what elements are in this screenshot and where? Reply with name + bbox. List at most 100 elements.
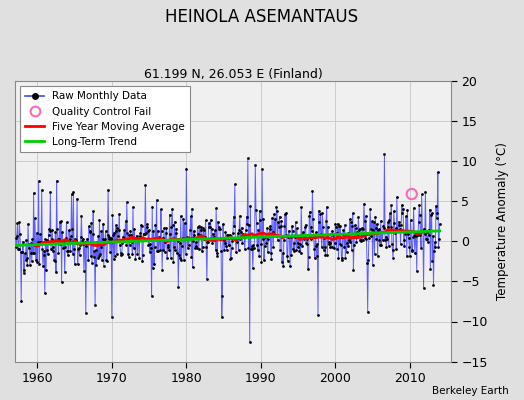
Point	[162, 224, 171, 231]
Point	[222, 243, 231, 250]
Point	[125, 231, 134, 238]
Point	[124, 254, 133, 260]
Point	[173, 238, 182, 244]
Point	[39, 252, 48, 258]
Point	[85, 229, 94, 235]
Point	[339, 230, 347, 237]
Point	[321, 252, 330, 258]
Point	[172, 230, 180, 237]
Point	[328, 228, 336, 234]
Point	[314, 312, 322, 318]
Point	[261, 234, 269, 240]
Point	[31, 215, 39, 221]
Point	[115, 211, 124, 218]
Point	[409, 234, 417, 240]
Point	[182, 166, 191, 172]
Point	[127, 231, 135, 238]
Point	[312, 243, 320, 249]
Point	[375, 226, 383, 233]
Point	[193, 244, 201, 251]
Point	[287, 252, 296, 258]
Point	[340, 244, 348, 250]
Point	[368, 218, 376, 224]
Point	[35, 260, 43, 267]
Point	[244, 155, 252, 162]
Point	[337, 257, 346, 264]
Point	[319, 224, 327, 230]
Point	[186, 227, 194, 233]
Point	[216, 226, 224, 232]
Point	[246, 202, 255, 209]
Point	[374, 253, 382, 260]
Point	[422, 229, 431, 235]
Point	[310, 246, 319, 252]
Point	[191, 239, 200, 246]
Point	[344, 243, 353, 250]
Point	[341, 255, 350, 261]
Point	[392, 194, 401, 200]
Point	[150, 261, 158, 267]
Point	[155, 234, 163, 240]
Point	[345, 216, 354, 223]
Point	[226, 232, 234, 238]
Point	[21, 250, 29, 256]
Point	[379, 225, 388, 231]
Point	[58, 229, 67, 235]
Point	[129, 204, 137, 210]
Point	[168, 206, 176, 212]
Point	[338, 254, 346, 261]
Point	[106, 249, 114, 255]
Point	[181, 236, 189, 243]
Point	[111, 253, 119, 259]
Point	[408, 247, 416, 254]
Point	[263, 240, 271, 246]
Point	[65, 227, 73, 234]
Point	[304, 266, 312, 272]
Point	[294, 244, 302, 250]
Point	[325, 240, 334, 246]
Point	[434, 244, 443, 250]
Point	[102, 257, 111, 263]
Point	[290, 248, 299, 254]
Point	[419, 228, 427, 234]
Point	[239, 234, 248, 241]
Point	[191, 245, 199, 252]
Point	[298, 242, 307, 249]
Point	[160, 248, 169, 255]
Point	[148, 204, 156, 210]
Point	[87, 219, 95, 226]
Point	[77, 234, 85, 240]
Point	[377, 218, 385, 224]
Point	[375, 236, 384, 243]
Point	[99, 220, 107, 227]
Point	[60, 239, 68, 246]
Point	[257, 258, 266, 265]
Point	[283, 253, 291, 259]
Point	[100, 262, 108, 269]
Point	[139, 230, 148, 237]
Text: Berkeley Earth: Berkeley Earth	[432, 386, 508, 396]
Point	[254, 227, 263, 233]
Point	[29, 190, 38, 196]
Point	[376, 242, 384, 248]
Point	[36, 231, 45, 237]
Point	[76, 242, 84, 249]
Point	[159, 234, 167, 241]
Point	[16, 231, 24, 237]
Point	[149, 264, 157, 271]
Point	[86, 253, 95, 259]
Point	[64, 248, 73, 254]
Point	[62, 235, 70, 242]
Legend: Raw Monthly Data, Quality Control Fail, Five Year Moving Average, Long-Term Tren: Raw Monthly Data, Quality Control Fail, …	[20, 86, 190, 152]
Point	[341, 222, 349, 228]
Point	[329, 235, 337, 241]
Point	[425, 206, 434, 213]
Point	[290, 240, 298, 246]
Point	[298, 232, 306, 238]
Point	[263, 224, 271, 231]
Point	[427, 212, 435, 219]
Point	[246, 338, 254, 345]
Point	[279, 262, 288, 269]
Point	[367, 233, 376, 240]
Point	[131, 256, 139, 262]
